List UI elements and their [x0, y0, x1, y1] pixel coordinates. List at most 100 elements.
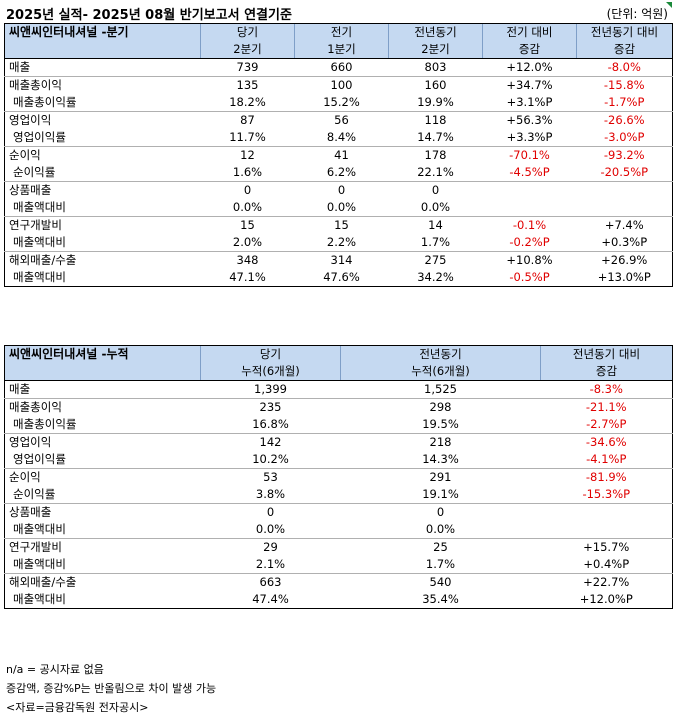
value-cell: -0.1%	[512, 218, 547, 232]
value-cell: 11.7%	[200, 129, 295, 147]
table-row: 영업이익 142 218 -34.6%	[4, 433, 673, 451]
row-label: 상품매출	[4, 503, 201, 521]
column-header: 전년동기	[340, 345, 541, 363]
value-cell: 1.7%	[388, 234, 483, 252]
row-sublabel: 영업이익률	[4, 129, 201, 147]
row-label: 연구개발비	[4, 538, 201, 556]
table-row: 매출 1,399 1,525 -8.3%	[4, 380, 673, 399]
row-sublabel: 매출액대비	[4, 521, 201, 539]
row-label: 해외매출/수출	[4, 573, 201, 591]
footnote-source: <자료=금융감독원 전자공시>	[6, 701, 149, 714]
column-header: 전기 대비	[482, 23, 577, 41]
value-cell: +56.3%	[506, 113, 553, 127]
value-cell: -70.1%	[509, 148, 550, 162]
table-row: 매출총이익 235 298 -21.1%	[4, 398, 673, 416]
value-cell: 19.5%	[340, 416, 541, 434]
value-cell: 291	[429, 470, 452, 484]
report-title: 2025년 실적- 2025년 08월 반기보고서 연결기준	[6, 8, 292, 23]
column-subheader: 증감	[576, 41, 673, 59]
table-row: 순이익 12 41 178 -70.1% -93.2%	[4, 146, 673, 164]
value-cell: 298	[429, 400, 452, 414]
value-cell: 118	[424, 113, 447, 127]
value-cell: +34.7%	[506, 78, 553, 92]
value-cell: 10.2%	[200, 451, 341, 469]
value-cell: -0.5%P	[482, 269, 577, 287]
value-cell: +26.9%	[576, 251, 673, 269]
value-cell: +10.8%	[506, 253, 553, 267]
value-cell: 56	[334, 113, 349, 127]
table-row: 해외매출/수출 663 540 +22.7%	[4, 573, 673, 591]
value-cell: 803	[388, 58, 483, 77]
value-cell: 15	[240, 218, 255, 232]
value-cell: 2.2%	[294, 234, 389, 252]
value-cell: -81.9%	[540, 468, 673, 486]
value-cell	[483, 182, 577, 200]
table-row: 순이익 53 291 -81.9%	[4, 468, 673, 486]
value-cell: 0	[266, 505, 275, 519]
value-cell: 87	[240, 113, 255, 127]
value-cell: 53	[263, 470, 278, 484]
value-cell: -93.2%	[576, 146, 673, 164]
value-cell: 160	[424, 78, 447, 92]
column-subheader: 1분기	[294, 41, 389, 59]
table-row: 연구개발비 15 15 14 -0.1% +7.4%	[4, 216, 673, 234]
column-header: 전년동기 대비	[540, 345, 673, 363]
row-sublabel: 매출액대비	[4, 269, 201, 287]
value-cell	[540, 521, 673, 539]
row-label: 매출	[4, 58, 201, 77]
table-row: 연구개발비 29 25 +15.7%	[4, 538, 673, 556]
value-cell: +7.4%	[576, 216, 673, 234]
row-sublabel: 순이익률	[4, 164, 201, 182]
value-cell: 29	[263, 540, 278, 554]
value-cell: -15.3%P	[540, 486, 673, 504]
row-label: 매출총이익	[4, 398, 201, 416]
value-cell: 34.2%	[388, 269, 483, 287]
value-cell: -21.1%	[540, 398, 673, 416]
table-row: 순이익률 1.6% 6.2% 22.1% -4.5%P -20.5%P	[4, 164, 673, 182]
value-cell: 1.7%	[340, 556, 541, 574]
value-cell: 0	[436, 505, 445, 519]
value-cell: 35.4%	[340, 591, 541, 609]
table-row: 해외매출/수출 348 314 275 +10.8% +26.9%	[4, 251, 673, 269]
table-row: 매출총이익 135 100 160 +34.7% -15.8%	[4, 76, 673, 94]
table-row: 매출 739 660 803 +12.0% -8.0%	[4, 58, 673, 77]
value-cell: -26.6%	[576, 111, 673, 129]
value-cell: 348	[236, 253, 259, 267]
value-cell: 14	[428, 218, 443, 232]
table-row: 매출액대비 47.4% 35.4% +12.0%P	[4, 591, 673, 609]
value-cell: 0	[431, 183, 440, 197]
value-cell: +12.0%	[482, 58, 577, 77]
table-row: 매출액대비 0.0% 0.0% 0.0%	[4, 199, 673, 217]
value-cell: 135	[236, 78, 259, 92]
value-cell: -15.8%	[576, 76, 673, 94]
value-cell: 15	[334, 218, 349, 232]
column-subheader: 2분기	[388, 41, 483, 59]
value-cell: 275	[424, 253, 447, 267]
row-sublabel: 순이익률	[4, 486, 201, 504]
value-cell: -8.3%	[540, 380, 673, 399]
value-cell: 19.9%	[388, 94, 483, 112]
value-cell: 663	[259, 575, 282, 589]
row-label: 영업이익	[4, 433, 201, 451]
row-label: 연구개발비	[4, 216, 201, 234]
table-row: 상품매출 0 0 0	[4, 181, 673, 200]
value-cell: 19.1%	[340, 486, 541, 504]
row-sublabel: 매출액대비	[4, 199, 201, 217]
table-row: 매출액대비 2.0% 2.2% 1.7% -0.2%P +0.3%P	[4, 234, 673, 252]
value-cell: 0.0%	[200, 521, 341, 539]
value-cell: -1.7%P	[576, 94, 673, 112]
table-row: 매출액대비 2.1% 1.7% +0.4%P	[4, 556, 673, 574]
value-cell: 235	[259, 400, 282, 414]
value-cell: -2.7%P	[540, 416, 673, 434]
value-cell: 314	[330, 253, 353, 267]
value-cell: 2.0%	[200, 234, 295, 252]
value-cell: -34.6%	[540, 433, 673, 451]
column-subheader: 증감	[482, 41, 577, 59]
column-header: 당기	[200, 345, 341, 363]
value-cell: 1.6%	[200, 164, 295, 182]
value-cell: 0	[337, 183, 346, 197]
row-sublabel: 영업이익률	[4, 451, 201, 469]
row-sublabel: 매출액대비	[4, 556, 201, 574]
value-cell: 1,399	[200, 380, 341, 399]
column-subheader: 2분기	[200, 41, 295, 59]
